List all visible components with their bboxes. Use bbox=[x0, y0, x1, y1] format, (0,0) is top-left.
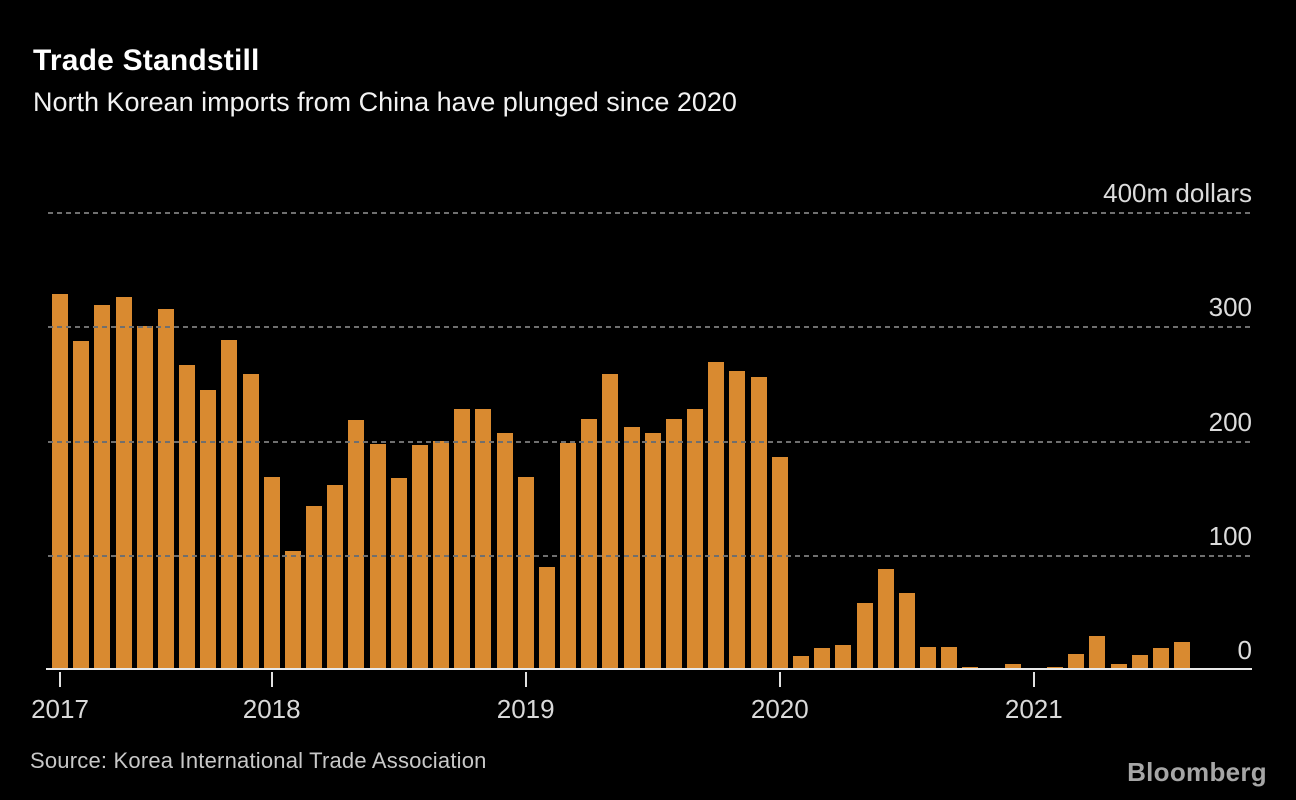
x-axis-baseline bbox=[46, 668, 1252, 670]
bar-2020-m8 bbox=[920, 647, 936, 669]
x-axis-label-2021: 2021 bbox=[1004, 694, 1063, 724]
bar-2019-m10 bbox=[708, 361, 725, 669]
bar-2018-m2 bbox=[284, 551, 301, 669]
bar-2021-m7 bbox=[1152, 648, 1169, 669]
bar-2018-m4 bbox=[327, 485, 344, 669]
bar-2017-m3 bbox=[94, 304, 111, 669]
bar-2020-m7 bbox=[898, 592, 915, 669]
bar-2018-m11 bbox=[475, 408, 492, 669]
bar-2017-m7 bbox=[179, 365, 195, 669]
bar-2019-m5 bbox=[602, 374, 619, 669]
x-axis-label-2019: 2019 bbox=[496, 694, 555, 724]
bar-2018-m1 bbox=[263, 477, 280, 669]
bar-2019-m2 bbox=[538, 567, 555, 669]
x-axis-tick-2018 bbox=[270, 672, 273, 687]
source-note: Source: Korea International Trade Associ… bbox=[30, 748, 487, 773]
bar-2021-m2 bbox=[1047, 666, 1063, 669]
gridline-100 bbox=[48, 554, 1252, 557]
chart-subtitle: North Korean imports from China have plu… bbox=[33, 87, 737, 117]
bar-2019-m12 bbox=[750, 376, 767, 669]
bar-2019-m7 bbox=[644, 432, 661, 669]
bar-2021-m3 bbox=[1068, 654, 1085, 669]
x-axis-label-2020: 2020 bbox=[750, 694, 809, 724]
gridline-200 bbox=[48, 440, 1252, 443]
bar-2020-m6 bbox=[877, 568, 894, 669]
x-axis-label-2017: 2017 bbox=[31, 694, 89, 724]
bar-2018-m8 bbox=[411, 445, 428, 669]
y-axis-label-200: 200 bbox=[1208, 406, 1252, 437]
y-axis-label-100: 100 bbox=[1208, 520, 1252, 551]
bar-2017-m6 bbox=[157, 309, 174, 669]
bar-2020-m4 bbox=[835, 645, 852, 669]
y-axis-label-300: 300 bbox=[1208, 292, 1252, 323]
bar-2017-m9 bbox=[221, 340, 238, 669]
bar-2018-m10 bbox=[454, 408, 471, 669]
bar-2020-m12 bbox=[1004, 664, 1021, 669]
bar-2019-m1 bbox=[517, 477, 534, 669]
x-axis-tick-2019 bbox=[524, 672, 527, 687]
bar-2017-m2 bbox=[73, 341, 90, 669]
x-axis-tick-2020 bbox=[778, 672, 781, 687]
bar-2021-m8 bbox=[1174, 641, 1190, 669]
bar-2017-m4 bbox=[115, 296, 132, 669]
bar-2021-m4 bbox=[1089, 635, 1106, 669]
bar-2018-m3 bbox=[306, 505, 322, 669]
chart-title: Trade Standstill bbox=[33, 44, 260, 77]
bar-2018-m7 bbox=[390, 478, 407, 669]
bar-2021-m6 bbox=[1131, 655, 1148, 669]
bar-2021-m5 bbox=[1110, 664, 1127, 669]
bar-2018-m12 bbox=[496, 432, 513, 669]
bar-2018-m5 bbox=[348, 419, 365, 669]
bar-2019-m8 bbox=[665, 418, 682, 669]
gridline-400 bbox=[48, 212, 1252, 214]
bar-2019-m6 bbox=[623, 426, 640, 669]
bar-2020-m10 bbox=[962, 666, 979, 669]
bar-2020-m1 bbox=[771, 456, 788, 669]
bar-2019-m11 bbox=[729, 370, 746, 669]
x-axis-tick-2021 bbox=[1032, 672, 1035, 687]
bar-2017-m5 bbox=[136, 326, 153, 670]
x-axis-tick-2017 bbox=[59, 672, 61, 687]
y-axis-label-400: 400m dollars bbox=[1103, 178, 1252, 208]
bar-2019-m9 bbox=[687, 408, 704, 669]
bar-2020-m2 bbox=[793, 656, 809, 669]
bloomberg-logo: Bloomberg bbox=[1127, 757, 1267, 787]
x-axis-label-2018: 2018 bbox=[242, 694, 301, 724]
gridline-300 bbox=[48, 326, 1252, 329]
bar-2020-m5 bbox=[856, 602, 873, 669]
bar-2017-m1 bbox=[52, 294, 68, 669]
bar-2020-m9 bbox=[941, 647, 958, 669]
bar-2019-m4 bbox=[581, 418, 598, 669]
y-axis-label-0: 0 bbox=[1237, 635, 1252, 665]
bar-2017-m10 bbox=[242, 374, 259, 669]
bar-2017-m8 bbox=[200, 390, 217, 669]
bar-2020-m3 bbox=[814, 648, 831, 669]
